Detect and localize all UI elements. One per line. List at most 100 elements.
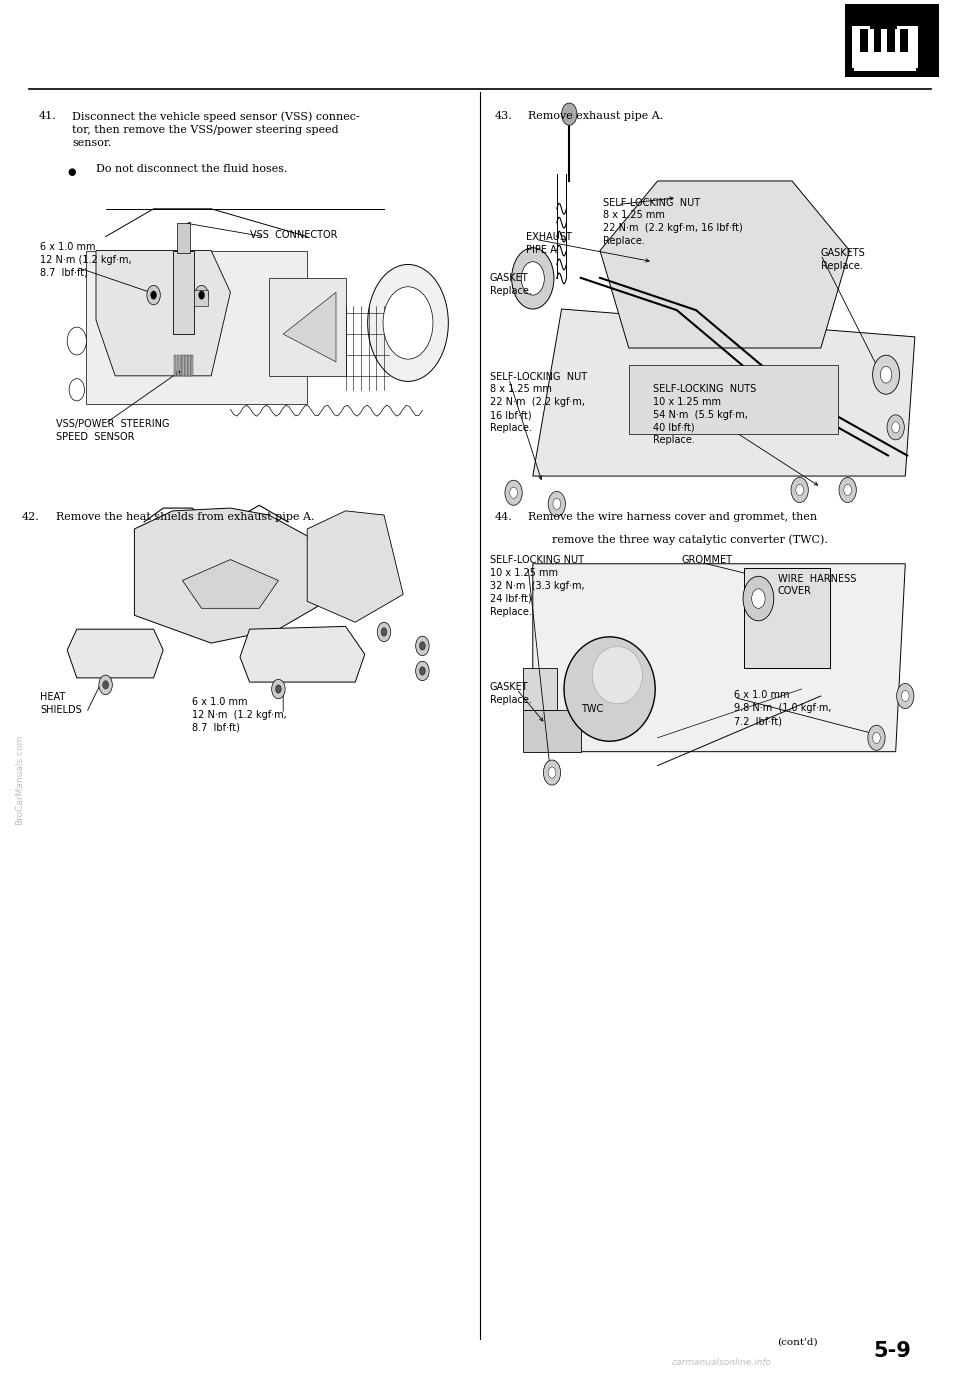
Polygon shape <box>533 564 905 752</box>
Ellipse shape <box>564 636 655 741</box>
Circle shape <box>892 422 900 433</box>
Polygon shape <box>96 251 230 376</box>
Text: Do not disconnect the fluid hoses.: Do not disconnect the fluid hoses. <box>96 164 287 174</box>
Circle shape <box>510 487 517 498</box>
Circle shape <box>873 355 900 394</box>
Polygon shape <box>533 309 915 476</box>
Text: SELF-LOCKING NUT
10 x 1.25 mm
32 N·m  (3.3 kgf·m,
24 lbf·ft)
Replace.: SELF-LOCKING NUT 10 x 1.25 mm 32 N·m (3.… <box>490 555 585 617</box>
Text: 41.: 41. <box>38 111 56 121</box>
Bar <box>852 26 918 68</box>
Circle shape <box>521 262 544 295</box>
Text: VSS/POWER  STEERING
SPEED  SENSOR: VSS/POWER STEERING SPEED SENSOR <box>56 419 169 441</box>
Circle shape <box>420 667 425 675</box>
Text: carmanualsonline.info: carmanualsonline.info <box>672 1359 772 1367</box>
Bar <box>185 355 188 376</box>
Bar <box>174 355 177 376</box>
Circle shape <box>844 484 852 496</box>
Text: 6 x 1.0 mm
9.8 N·m  (1.0 kgf·m,
7.2  lbf·ft): 6 x 1.0 mm 9.8 N·m (1.0 kgf·m, 7.2 lbf·f… <box>734 690 832 727</box>
Text: 43.: 43. <box>494 111 512 121</box>
Bar <box>177 223 190 253</box>
Text: GASKET
Replace.: GASKET Replace. <box>490 682 532 704</box>
Circle shape <box>868 725 885 750</box>
Text: BroCarManuals.com: BroCarManuals.com <box>14 735 24 824</box>
Circle shape <box>512 248 554 309</box>
Polygon shape <box>86 251 307 404</box>
Polygon shape <box>629 365 838 434</box>
Bar <box>188 355 190 376</box>
Circle shape <box>195 285 208 305</box>
Text: 42.: 42. <box>22 512 39 522</box>
Circle shape <box>873 732 880 743</box>
Text: 6 x 1.0 mm
12 N·m (1.2 kgf·m,
8.7  lbf·ft): 6 x 1.0 mm 12 N·m (1.2 kgf·m, 8.7 lbf·ft… <box>40 242 132 278</box>
Text: Remove the heat shields from exhaust pipe A.: Remove the heat shields from exhaust pip… <box>56 512 314 522</box>
Circle shape <box>416 636 429 656</box>
Polygon shape <box>269 278 346 376</box>
Bar <box>845 4 939 77</box>
Text: (cont'd): (cont'd) <box>778 1338 818 1346</box>
Circle shape <box>887 415 904 440</box>
Circle shape <box>543 760 561 785</box>
Text: 5-9: 5-9 <box>874 1342 911 1361</box>
Circle shape <box>381 628 387 636</box>
Circle shape <box>553 498 561 509</box>
Bar <box>177 355 180 376</box>
Bar <box>194 290 208 306</box>
Bar <box>173 251 194 334</box>
Polygon shape <box>600 181 850 348</box>
Bar <box>180 355 182 376</box>
Circle shape <box>103 681 108 689</box>
Circle shape <box>880 366 892 383</box>
Bar <box>900 29 908 52</box>
Circle shape <box>791 477 808 503</box>
Polygon shape <box>307 511 403 622</box>
Circle shape <box>377 622 391 642</box>
Polygon shape <box>134 508 326 643</box>
Circle shape <box>796 484 804 496</box>
Text: GROMMET: GROMMET <box>682 555 732 565</box>
Bar <box>191 355 194 376</box>
Text: Remove the wire harness cover and grommet, then: Remove the wire harness cover and gromme… <box>528 512 817 522</box>
Circle shape <box>897 683 914 709</box>
Text: TWC: TWC <box>581 704 603 714</box>
Bar <box>874 29 881 52</box>
Text: SELF-LOCKING  NUT
8 x 1.25 mm
22 N·m  (2.2 kgf·m, 16 lbf·ft)
Replace.: SELF-LOCKING NUT 8 x 1.25 mm 22 N·m (2.2… <box>603 198 743 246</box>
Circle shape <box>276 685 281 693</box>
Circle shape <box>839 477 856 503</box>
Circle shape <box>562 103 577 125</box>
Circle shape <box>147 285 160 305</box>
Bar <box>860 29 868 52</box>
Text: ●: ● <box>67 167 76 177</box>
Text: 6 x 1.0 mm
12 N·m  (1.2 kgf·m,
8.7  lbf·ft): 6 x 1.0 mm 12 N·m (1.2 kgf·m, 8.7 lbf·ft… <box>192 697 287 734</box>
Circle shape <box>99 675 112 695</box>
Text: Remove exhaust pipe A.: Remove exhaust pipe A. <box>528 111 663 121</box>
Bar <box>744 568 830 668</box>
Circle shape <box>199 291 204 299</box>
Polygon shape <box>182 560 278 608</box>
Bar <box>182 355 185 376</box>
Circle shape <box>416 661 429 681</box>
Ellipse shape <box>592 646 642 704</box>
Text: Disconnect the vehicle speed sensor (VSS) connec-
tor, then remove the VSS/power: Disconnect the vehicle speed sensor (VSS… <box>72 111 360 148</box>
Text: HEAT
SHIELDS: HEAT SHIELDS <box>40 692 82 714</box>
Circle shape <box>743 576 774 621</box>
Circle shape <box>548 491 565 516</box>
Polygon shape <box>283 292 336 362</box>
Text: EXHAUST
PIPE A: EXHAUST PIPE A <box>526 232 572 255</box>
Text: VSS  CONNECTOR: VSS CONNECTOR <box>250 230 337 239</box>
Circle shape <box>151 291 156 299</box>
Text: 44.: 44. <box>494 512 512 522</box>
Circle shape <box>505 480 522 505</box>
Text: GASKET
Replace.: GASKET Replace. <box>490 273 532 295</box>
Bar <box>870 13 897 29</box>
Polygon shape <box>523 668 557 710</box>
Polygon shape <box>67 629 163 678</box>
Text: SELF-LOCKING  NUT
8 x 1.25 mm
22 N·m  (2.2 kgf·m,
16 lbf·ft)
Replace.: SELF-LOCKING NUT 8 x 1.25 mm 22 N·m (2.2… <box>490 372 587 433</box>
Bar <box>887 29 895 52</box>
Circle shape <box>383 287 433 359</box>
Circle shape <box>420 642 425 650</box>
Text: WIRE  HARNESS
COVER: WIRE HARNESS COVER <box>778 574 856 596</box>
Circle shape <box>67 327 86 355</box>
Circle shape <box>752 589 765 608</box>
Text: SELF-LOCKING  NUTS
10 x 1.25 mm
54 N·m  (5.5 kgf·m,
40 lbf·ft)
Replace.: SELF-LOCKING NUTS 10 x 1.25 mm 54 N·m (5… <box>653 384 756 445</box>
Circle shape <box>272 679 285 699</box>
